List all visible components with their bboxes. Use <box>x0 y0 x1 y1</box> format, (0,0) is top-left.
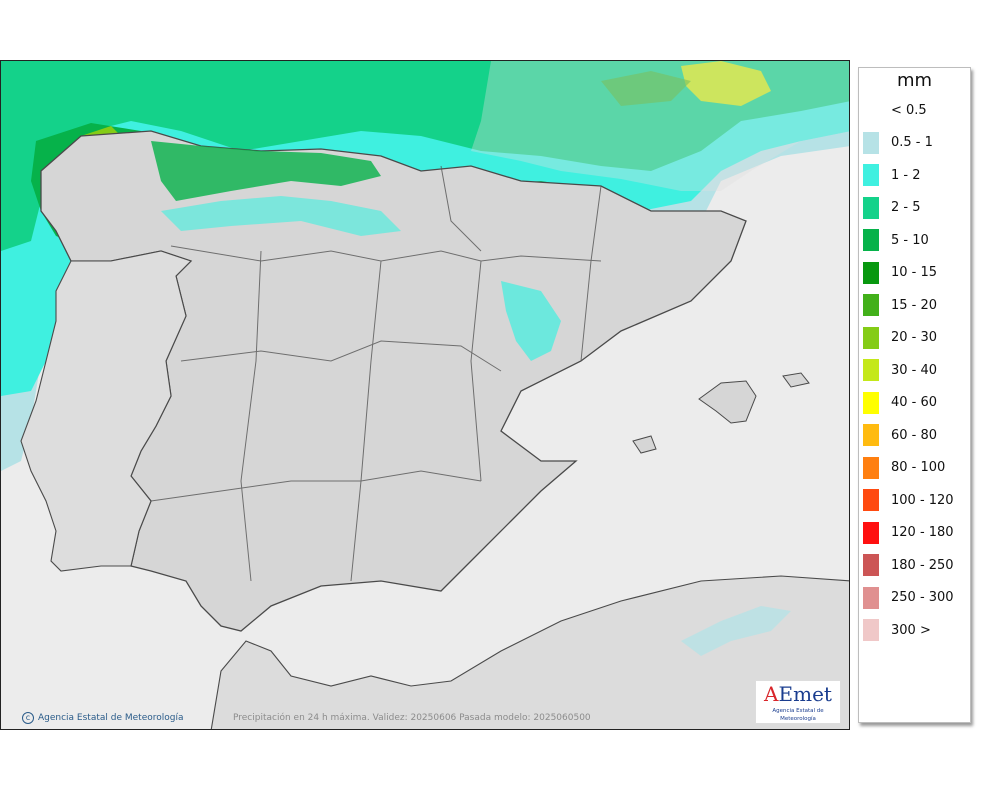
regional-borders <box>150 165 602 582</box>
legend-label: 10 - 15 <box>891 265 938 280</box>
legend-label: 250 - 300 <box>891 590 954 605</box>
legend-label: 15 - 20 <box>891 297 938 313</box>
legend-swatch <box>863 456 879 479</box>
legend-label: 120 - 180 <box>891 525 954 540</box>
legend: mm < 0.5 0.5 - 1 1 - 2 2 - 5 5 - 10 10 - 15 15… <box>858 67 971 723</box>
legend-swatch <box>863 586 879 609</box>
legend-item: 250 - 300 <box>863 586 954 610</box>
legend-item: 60 - 80 <box>863 423 937 447</box>
land-france <box>471 61 849 191</box>
precipitation-map[interactable] <box>0 60 850 730</box>
legend-swatch <box>863 196 879 219</box>
legend-item: 15 - 20 <box>863 293 937 317</box>
legend-label: 1 - 2 <box>891 167 921 183</box>
legend-label: 40 - 60 <box>891 395 938 410</box>
legend-item: 300 > <box>863 618 931 642</box>
legend-swatch <box>863 99 879 121</box>
logo-rest: Emet <box>778 682 832 706</box>
copyright-icon: c <box>22 712 34 724</box>
logo-subtitle: Agencia Estatal de Meteorología <box>772 708 824 722</box>
legend-swatch <box>863 131 879 154</box>
island-menorca <box>782 372 810 388</box>
legend-item: 0.5 - 1 <box>863 131 933 155</box>
legend-item: 180 - 250 <box>863 553 954 577</box>
precip-over-cantabria <box>151 141 381 201</box>
legend-item: 30 - 40 <box>863 358 937 382</box>
legend-label: 30 - 40 <box>891 362 938 378</box>
logo-prefix: A <box>764 682 779 706</box>
legend-swatch <box>863 554 879 576</box>
precip-band-2-5 <box>1 61 849 251</box>
precip-band-2-5-north <box>601 71 691 106</box>
legend-label: 2 - 5 <box>891 200 921 215</box>
legend-item: 20 - 30 <box>863 326 937 350</box>
legend-label: 0.5 - 1 <box>891 135 933 150</box>
precip-band-30-40 <box>681 61 771 106</box>
legend-item: 2 - 5 <box>863 196 921 220</box>
legend-label: < 0.5 <box>891 102 927 118</box>
island-mallorca <box>698 380 757 424</box>
copyright-text: Agencia Estatal de Meteorología <box>38 713 184 723</box>
map-canvas <box>1 61 849 729</box>
legend-label: 60 - 80 <box>891 427 938 443</box>
legend-item: 5 - 10 <box>863 228 929 252</box>
legend-item: 120 - 180 <box>863 521 954 545</box>
legend-swatch <box>863 619 879 641</box>
legend-label: 20 - 30 <box>891 330 938 345</box>
legend-swatch <box>863 521 879 544</box>
legend-swatch <box>863 229 879 251</box>
land-portugal <box>20 250 193 572</box>
land-africa <box>210 575 849 729</box>
legend-swatch <box>863 424 879 446</box>
legend-swatch <box>863 326 879 349</box>
legend-item: 40 - 60 <box>863 391 937 415</box>
legend-swatch <box>863 359 879 381</box>
legend-swatch <box>863 294 879 316</box>
legend-label: 5 - 10 <box>891 232 929 248</box>
precip-over-north <box>161 196 401 236</box>
legend-swatch <box>863 489 879 511</box>
aemet-logo: AEmet Agencia Estatal de Meteorología <box>755 680 841 724</box>
legend-label: 80 - 100 <box>891 460 946 475</box>
copyright-notice: c Agencia Estatal de Meteorología <box>22 712 184 724</box>
legend-swatch <box>863 261 879 284</box>
legend-item: < 0.5 <box>863 98 927 122</box>
legend-label: 100 - 120 <box>891 492 954 508</box>
legend-item: 80 - 100 <box>863 456 945 480</box>
legend-item: 100 - 120 <box>863 488 954 512</box>
island-ibiza <box>632 435 657 454</box>
legend-item: 1 - 2 <box>863 163 921 187</box>
legend-swatch <box>863 391 879 414</box>
map-caption: Precipitación en 24 h máxima. Validez: 2… <box>233 713 591 723</box>
legend-swatch <box>863 164 879 186</box>
legend-unit: mm <box>896 70 933 91</box>
legend-label: 300 > <box>891 622 931 638</box>
legend-label: 180 - 250 <box>891 557 954 573</box>
precip-africa <box>681 606 791 656</box>
legend-item: 10 - 15 <box>863 261 937 285</box>
precip-ebro <box>501 281 561 361</box>
